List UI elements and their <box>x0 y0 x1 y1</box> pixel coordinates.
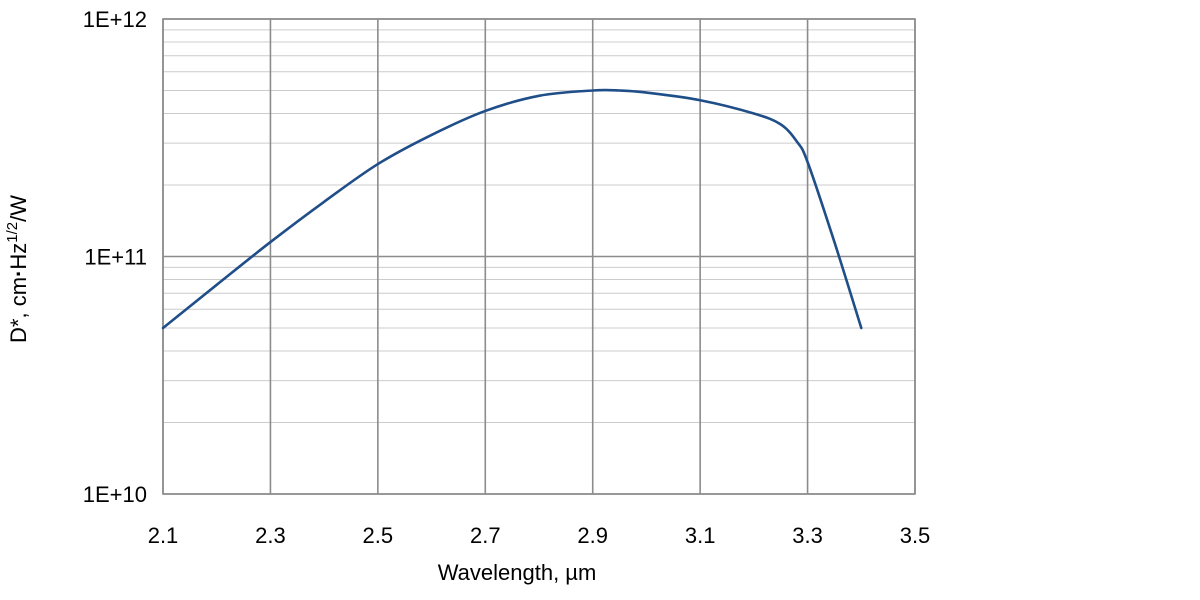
x-tick-label: 2.3 <box>255 523 286 548</box>
series-layer <box>161 88 863 330</box>
x-tick-label: 3.5 <box>900 523 931 548</box>
grid <box>162 18 916 495</box>
y-axis-title-prefix: D*, cm <box>6 277 31 343</box>
y-axis-title-hz: Hz <box>6 243 31 270</box>
x-tick-label: 2.1 <box>148 523 179 548</box>
y-axis-title: D*, cm·Hz1/2/W <box>4 195 31 343</box>
y-tick-label: 1E+10 <box>83 482 147 507</box>
y-axis-title-exponent: 1/2 <box>4 222 21 243</box>
y-tick-label: 1E+12 <box>83 7 147 32</box>
x-tick-label: 3.1 <box>685 523 716 548</box>
x-tick-label: 2.7 <box>470 523 501 548</box>
x-tick-label: 3.3 <box>792 523 823 548</box>
y-axis-title-dot: · <box>6 270 31 277</box>
x-tick-label: 2.5 <box>363 523 394 548</box>
y-tick-label: 1E+11 <box>84 245 147 270</box>
series-line <box>161 88 863 330</box>
y-axis-title-suffix: /W <box>6 195 31 222</box>
plot-area-frame <box>162 18 916 495</box>
x-axis-title: Wavelength, µm <box>438 560 597 585</box>
tick-labels: 2.1 2.3 2.5 2.7 2.9 3.1 3.3 3.5 1E+10 1E+11 1E+12 <box>83 7 931 548</box>
x-tick-label: 2.9 <box>577 523 608 548</box>
